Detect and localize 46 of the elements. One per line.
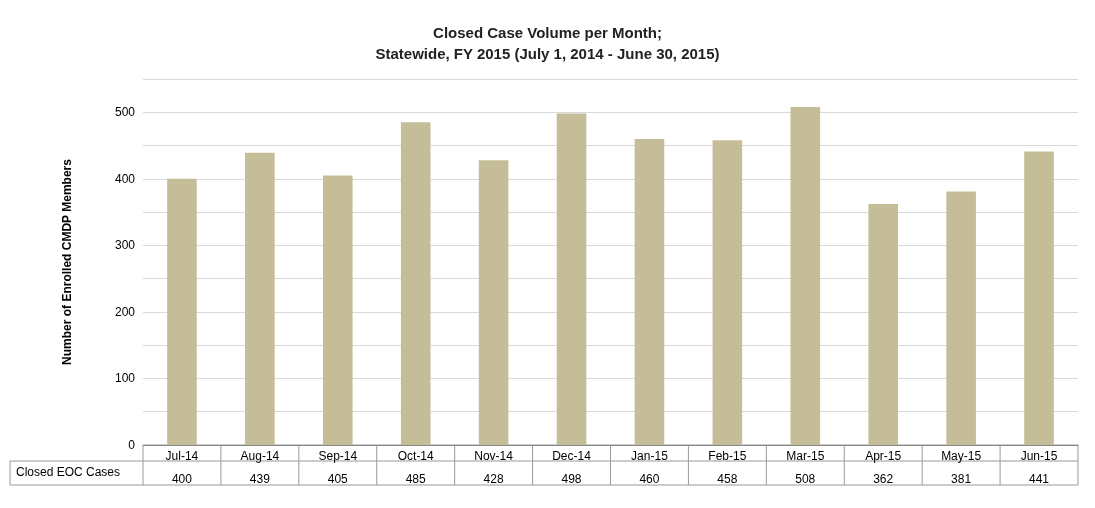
y-tick-label: 300 xyxy=(114,238,136,253)
data-label: 460 xyxy=(639,472,660,486)
data-label: 458 xyxy=(717,472,738,486)
text: Closed EOC Cases xyxy=(16,465,121,479)
y-tick-label: 200 xyxy=(114,304,136,319)
bar xyxy=(712,140,743,445)
x-tick-label: Mar-15 xyxy=(786,449,825,463)
data-label: 498 xyxy=(561,472,582,486)
data-label: 362 xyxy=(873,472,894,486)
bar xyxy=(868,204,899,445)
x-tick-label: Apr-15 xyxy=(865,449,902,463)
x-tick-label: Jul-14 xyxy=(165,449,199,463)
bar xyxy=(790,106,821,445)
x-tick-label: Feb-15 xyxy=(708,449,747,463)
data-label: 405 xyxy=(327,472,349,486)
bar xyxy=(400,122,431,445)
y-tick-label: 100 xyxy=(114,371,136,386)
bar xyxy=(167,178,197,445)
data-label: 441 xyxy=(1029,472,1050,486)
x-tick-label: Aug-14 xyxy=(240,449,280,463)
y-axis-title: Number of Enrolled CMDP Members xyxy=(60,158,74,365)
data-label: 428 xyxy=(483,472,504,486)
bar xyxy=(322,175,353,445)
bar xyxy=(1024,151,1054,445)
data-label: 381 xyxy=(951,472,972,486)
x-tick-label: Oct-14 xyxy=(397,449,435,463)
data-label: 508 xyxy=(795,472,816,486)
bar xyxy=(634,138,665,445)
x-tick-label: Jun-15 xyxy=(1020,449,1058,463)
bar xyxy=(245,152,275,445)
data-label: 485 xyxy=(405,472,427,486)
chart-title: Closed Case Volume per Month; xyxy=(433,24,662,41)
y-tick-label: 500 xyxy=(114,105,136,120)
bar xyxy=(556,113,587,445)
x-tick-label: Dec-14 xyxy=(552,449,592,463)
x-tick-label: Jan-15 xyxy=(631,449,669,463)
y-tick-label: 400 xyxy=(114,171,136,186)
data-label: 439 xyxy=(249,472,271,486)
x-tick-label: May-15 xyxy=(941,449,982,463)
x-tick-label: Sep-14 xyxy=(318,449,358,463)
bar xyxy=(946,191,976,445)
chart-subtitle: Statewide, FY 2015 (July 1, 2014 - June 30, 2015) xyxy=(375,45,720,62)
data-label: 400 xyxy=(171,472,193,486)
x-tick-label: Nov-14 xyxy=(474,449,514,463)
bar xyxy=(478,160,509,445)
y-tick-label: 0 xyxy=(128,438,136,452)
